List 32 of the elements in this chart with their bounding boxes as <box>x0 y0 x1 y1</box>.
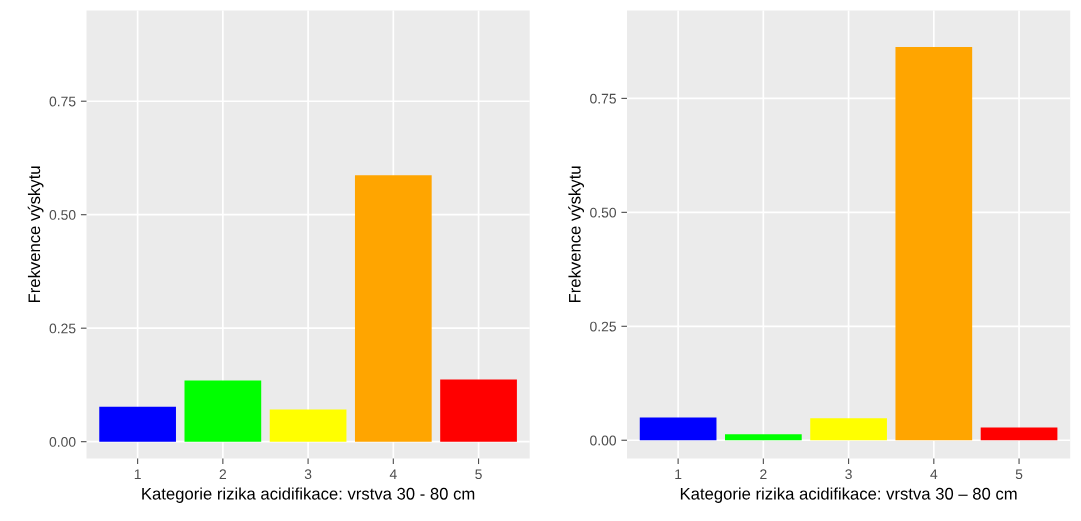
y-tick-label: 0.75 <box>590 93 616 104</box>
y-axis-title: Frekvence výskytu <box>568 166 584 303</box>
bar <box>895 46 973 441</box>
y-tick-label: 0.75 <box>49 96 76 107</box>
bar <box>980 427 1058 441</box>
bar <box>99 406 176 442</box>
x-axis-title: Kategorie rizika acidifikace: vrstva 30 - 80 cm <box>142 487 475 503</box>
x-tick-label: 2 <box>219 469 227 479</box>
y-tick-label: 0.00 <box>49 437 76 447</box>
bar <box>639 417 717 441</box>
x-tick-label: 1 <box>675 469 682 479</box>
x-tick-label: 5 <box>1015 469 1023 480</box>
bar <box>184 380 262 442</box>
y-tick-label: 0.50 <box>49 210 76 220</box>
y-tick-label: 0.50 <box>590 207 617 218</box>
x-tick-label: 1 <box>134 469 141 479</box>
y-axis-title: Frekvence výskytu <box>27 166 44 303</box>
bar <box>810 418 887 441</box>
bar <box>269 409 347 442</box>
x-tick-label: 4 <box>389 469 397 479</box>
x-tick-label: 4 <box>930 469 938 479</box>
bar <box>354 175 432 442</box>
x-tick-label: 3 <box>845 469 852 480</box>
x-tick-label: 3 <box>304 469 312 480</box>
bar <box>725 434 802 441</box>
x-tick-label: 2 <box>760 469 767 479</box>
y-tick-label: 0.00 <box>590 435 617 446</box>
y-tick-label: 0.25 <box>49 323 76 334</box>
y-tick-label: 0.25 <box>590 321 616 332</box>
x-tick-label: 5 <box>475 469 482 480</box>
bar <box>440 379 517 442</box>
x-axis-title: Kategorie rizika acidifikace: vrstva 30 – 80 cm <box>680 487 1017 503</box>
